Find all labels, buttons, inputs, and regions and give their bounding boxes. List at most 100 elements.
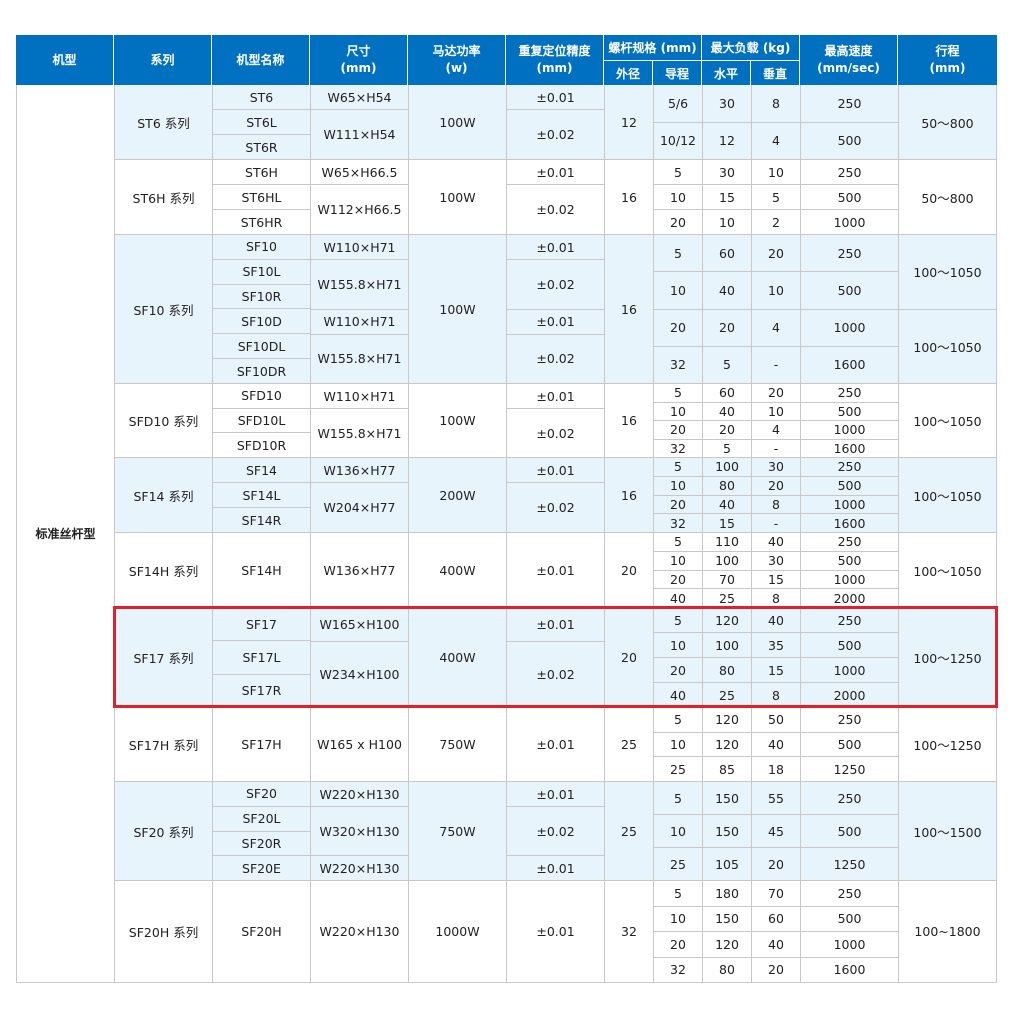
cell-precision: ±0.02	[536, 666, 575, 682]
cell-speed: 2000	[833, 687, 866, 703]
cell-horiz: 70	[703, 571, 751, 590]
cell-vert: 55	[752, 782, 800, 815]
cell-speed: 500	[801, 403, 898, 421]
cell-lead: 10	[654, 272, 702, 310]
col-series: SF20 系列	[115, 782, 213, 880]
col-speed: 250 500 1250	[801, 782, 899, 880]
cell-precision: ±0.02	[536, 351, 575, 367]
col-models: ST6H ST6HL ST6HR	[213, 160, 311, 234]
cell-vert: 4	[752, 421, 800, 440]
cell-lead: 10	[654, 633, 702, 658]
cell-horiz: 15	[719, 515, 735, 531]
col-speed: 250 500 1000 1600	[801, 235, 899, 383]
cell-models: ST6	[213, 85, 310, 110]
cell-vert: 18	[768, 761, 784, 777]
header-screw: 螺杆规格 (mm) 外径 导程	[604, 35, 702, 85]
cell-vert: 45	[752, 815, 800, 848]
col-vert: 55 45 20	[752, 782, 801, 880]
series-groups: ST6 系列 ST6 ST6L ST6R W65×H54 W111×H54 100W ±0.0…	[113, 85, 998, 983]
cell-lead: 5	[654, 533, 702, 552]
cell-precision: ±0.02	[507, 807, 604, 856]
col-power: 400W	[409, 608, 507, 707]
cell-outer: 20	[621, 650, 637, 665]
cell-stroke: 100～1050	[913, 414, 982, 429]
header-screw-label: 螺杆规格 (mm)	[604, 35, 701, 61]
col-models: SF14 SF14L SF14R	[213, 458, 311, 532]
col-size: W65×H54 W111×H54	[311, 85, 409, 159]
cell-speed: 500	[801, 815, 898, 848]
cell-precision: ±0.01	[507, 235, 604, 261]
cell-vert: -	[773, 515, 779, 531]
cell-power: 100W	[439, 413, 476, 428]
cell-speed: 2000	[833, 590, 866, 606]
cell-speed: 250	[801, 708, 898, 733]
cell-stroke: 100～1050	[899, 235, 996, 310]
cell-models: SF10D	[213, 309, 310, 335]
cell-horiz: 12	[719, 133, 735, 149]
cell-lead: 20	[670, 214, 686, 230]
cell-precision: ±0.01	[507, 85, 604, 111]
header-size: 尺寸 (mm)	[310, 35, 408, 85]
cell-models: SF10	[213, 235, 310, 260]
cell-lead: 32	[670, 962, 686, 978]
col-size: W220×H130	[311, 881, 409, 982]
cell-vert: 30	[752, 552, 800, 571]
header-load: 最大负载 (kg) 水平 垂直	[702, 35, 800, 85]
col-series: ST6H 系列	[115, 160, 213, 234]
cell-horiz: 25	[719, 687, 735, 703]
cell-horiz: 150	[703, 782, 751, 815]
col-stroke: 100～1250	[899, 608, 997, 707]
cell-power: 750W	[439, 823, 476, 839]
cell-horiz: 5	[723, 440, 731, 456]
col-power: 200W	[409, 458, 507, 532]
col-outer: 20	[605, 533, 654, 607]
col-size: W136×H77	[311, 533, 409, 607]
col-speed: 250 500 1000 1600	[801, 384, 899, 457]
cell-horiz: 120	[703, 932, 751, 958]
cell-speed: 1600	[833, 440, 866, 456]
cell-vert: 8	[772, 687, 780, 703]
cell-models: SF17H	[241, 737, 282, 752]
header-series: 系列	[114, 35, 212, 85]
cell-precision: ±0.01	[507, 384, 604, 409]
cell-vert: 15	[752, 658, 800, 683]
col-horiz: 60 40 20 5	[703, 384, 752, 457]
table-header: 机型 系列 机型名称 尺寸 (mm) 马达功率 (w) 重复定位精度 (mm) …	[16, 35, 997, 85]
col-outer: 16	[605, 160, 654, 234]
col-power: 100W	[409, 160, 507, 234]
cell-models: SF10DL	[213, 334, 310, 360]
col-series: SF17H 系列	[115, 708, 213, 781]
series-name: ST6H 系列	[132, 190, 195, 206]
col-models: SF14H	[213, 533, 311, 607]
col-lead: 5 10 20 32	[654, 881, 703, 982]
col-power: 100W	[409, 384, 507, 457]
series-group: ST6H 系列 ST6H ST6HL ST6HR W65×H66.5 W112×H66.5…	[115, 160, 997, 235]
cell-lead: 32	[670, 515, 686, 531]
cell-precision: ±0.02	[507, 260, 604, 310]
cell-models: ST6H	[213, 160, 310, 185]
col-models: SF17H	[213, 708, 311, 781]
cell-power: 400W	[439, 650, 476, 665]
col-speed: 250 500 1000 1600	[801, 458, 899, 532]
cell-vert: 8	[752, 85, 800, 123]
cell-horiz: 80	[703, 477, 751, 496]
cell-models: ST6L	[213, 110, 310, 135]
header-vert: 垂直	[762, 66, 787, 81]
col-vert: 30 20 8-	[752, 458, 801, 532]
cell-horiz: 60	[703, 384, 751, 403]
cell-size: W155.8×H71	[311, 260, 408, 310]
cell-power: 100W	[439, 301, 476, 317]
cell-precision: ±0.01	[536, 737, 575, 752]
cell-horiz: 40	[703, 403, 751, 421]
col-size: W110×H71 W155.8×H71 W110×H71 W155.8×H71	[311, 235, 409, 383]
cell-size: W110×H71	[311, 235, 408, 261]
col-lead: 5 10 20 32	[654, 458, 703, 532]
col-stroke: 100～1050	[899, 384, 997, 457]
cell-speed: 1000	[801, 310, 898, 347]
cell-models: ST6R	[245, 139, 278, 155]
cell-lead: 5	[654, 708, 702, 733]
col-models: SF10 SF10L SF10R SF10D SF10DL SF10DR	[213, 235, 311, 383]
cell-precision: ±0.01	[507, 160, 604, 186]
col-speed: 250 500 1250	[801, 708, 899, 781]
